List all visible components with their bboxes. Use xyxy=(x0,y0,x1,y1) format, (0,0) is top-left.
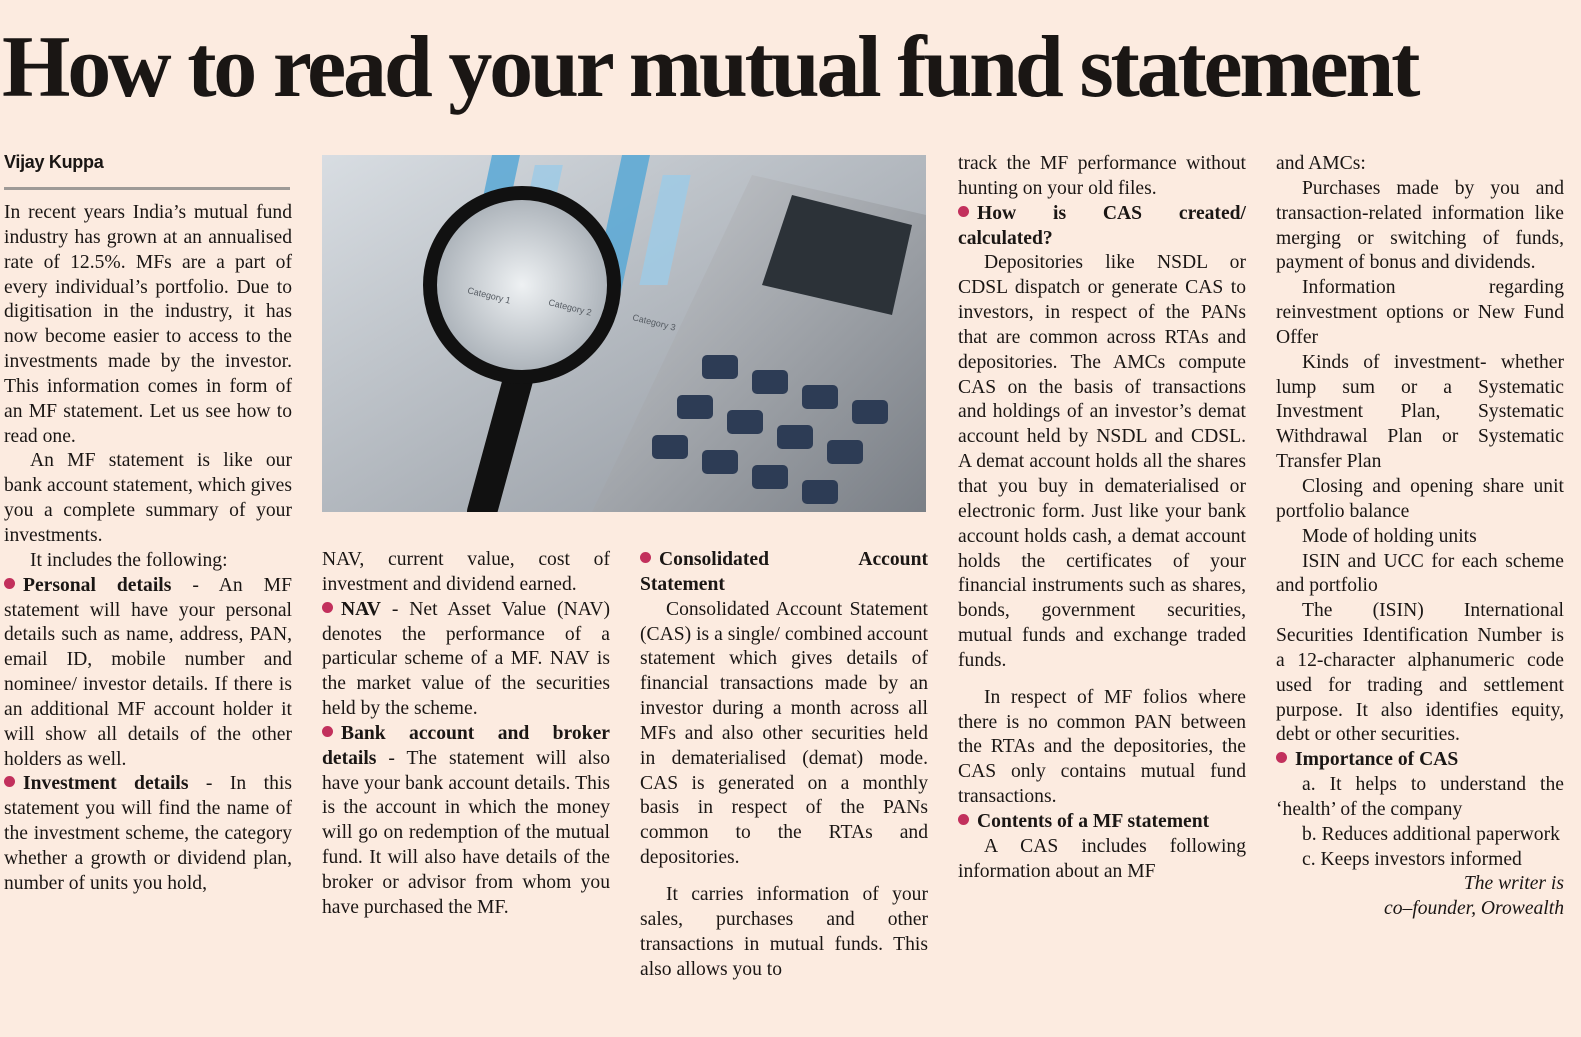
author-note: The writer is xyxy=(1463,873,1564,895)
bullet-text: - In this statement you will find the na… xyxy=(4,773,292,894)
headline: How to read your mutual fund statement xyxy=(2,19,1420,116)
bullet-heading: Investment details xyxy=(23,773,189,795)
paragraph: In recent years India’s mutual fund indu… xyxy=(4,202,292,447)
column-4: track the MF performance without hunting… xyxy=(958,152,1246,884)
bullet-investment-details: Investment details - In this statement y… xyxy=(4,772,292,896)
bullet-text: - Net Asset Value (NAV) denotes the perf… xyxy=(322,598,610,720)
list-item: Information regarding reinvestment optio… xyxy=(1276,277,1564,348)
heading-text: Contents of a MF statement xyxy=(977,810,1210,832)
column-2: NAV, current value, cost of investment a… xyxy=(322,548,610,921)
paragraph: Depositories like NSDL or CDSL dispatch … xyxy=(958,252,1246,671)
list-item: Mode of holding units xyxy=(1302,525,1477,547)
bullet-nav: NAV - Net Asset Value (NAV) denotes the … xyxy=(322,598,610,722)
bullet-icon xyxy=(1276,752,1287,764)
bullet-icon xyxy=(4,577,15,589)
bullet-icon xyxy=(322,601,333,613)
paragraph: It includes the following: xyxy=(30,549,228,571)
heading-text: Consolidated Account Statement xyxy=(640,549,928,595)
section-heading: Importance of CAS xyxy=(1276,748,1564,773)
column-5: and AMCs: Purchases made by you and tran… xyxy=(1276,152,1564,922)
section-heading: Consolidated Account Statement xyxy=(640,548,928,598)
list-item: Purchases made by you and transaction-re… xyxy=(1276,177,1564,274)
bullet-heading: NAV xyxy=(341,598,381,620)
byline: Vijay Kuppa xyxy=(4,152,104,172)
heading-text: Importance of CAS xyxy=(1295,749,1459,771)
article-photo: Category 1 Category 2 Category 3 xyxy=(322,155,926,512)
list-item: The (ISIN) International Securities Iden… xyxy=(1276,600,1564,746)
list-item: c. Keeps investors informed xyxy=(1302,848,1522,870)
bullet-text: - The statement will also have your bank… xyxy=(322,747,610,918)
bullet-personal-details: Personal details - An MF statement will … xyxy=(4,574,292,773)
paragraph: Consolidated Account Statement (CAS) is … xyxy=(640,598,928,869)
byline-divider xyxy=(4,187,290,190)
paragraph: In respect of MF folios where there is n… xyxy=(958,686,1246,808)
paragraph: A CAS includes following information abo… xyxy=(958,835,1246,882)
section-heading: Contents of a MF statement xyxy=(958,810,1246,835)
column-3: Consolidated Account Statement Consolida… xyxy=(640,548,928,982)
list-item: ISIN and UCC for each scheme and portfol… xyxy=(1276,550,1564,597)
paragraph: and AMCs: xyxy=(1276,153,1366,174)
column-1: In recent years India’s mutual fund indu… xyxy=(4,201,292,897)
bullet-icon xyxy=(4,776,15,788)
list-item: Kinds of investment- whether lump sum or… xyxy=(1276,351,1564,473)
section-heading: How is CAS created/ calculated? xyxy=(958,202,1246,252)
bullet-bank-account: Bank account and broker details - The st… xyxy=(322,722,610,921)
list-item: b. Reduces additional paperwork xyxy=(1302,823,1560,845)
bullet-text: - An MF statement will have your persona… xyxy=(4,574,293,770)
list-item: a. It helps to understand the ‘health’ o… xyxy=(1276,774,1564,820)
bullet-icon xyxy=(640,552,651,563)
bullet-icon xyxy=(958,813,969,825)
paragraph: NAV, current value, cost of investment a… xyxy=(322,549,610,595)
paragraph: It carries information of your sales, pu… xyxy=(640,883,928,980)
list-item: Closing and opening share unit portfolio… xyxy=(1276,475,1564,522)
paragraph: An MF statement is like our bank account… xyxy=(4,450,292,546)
heading-text: How is CAS created/ calculated? xyxy=(958,202,1246,249)
bullet-icon xyxy=(322,725,333,737)
paragraph: track the MF performance without hunting… xyxy=(958,153,1246,199)
author-note: co–founder, Orowealth xyxy=(1384,898,1564,920)
bullet-heading: Bank account and broker details xyxy=(322,722,610,769)
bullet-heading: Personal details xyxy=(23,574,172,596)
bullet-icon xyxy=(958,205,969,217)
